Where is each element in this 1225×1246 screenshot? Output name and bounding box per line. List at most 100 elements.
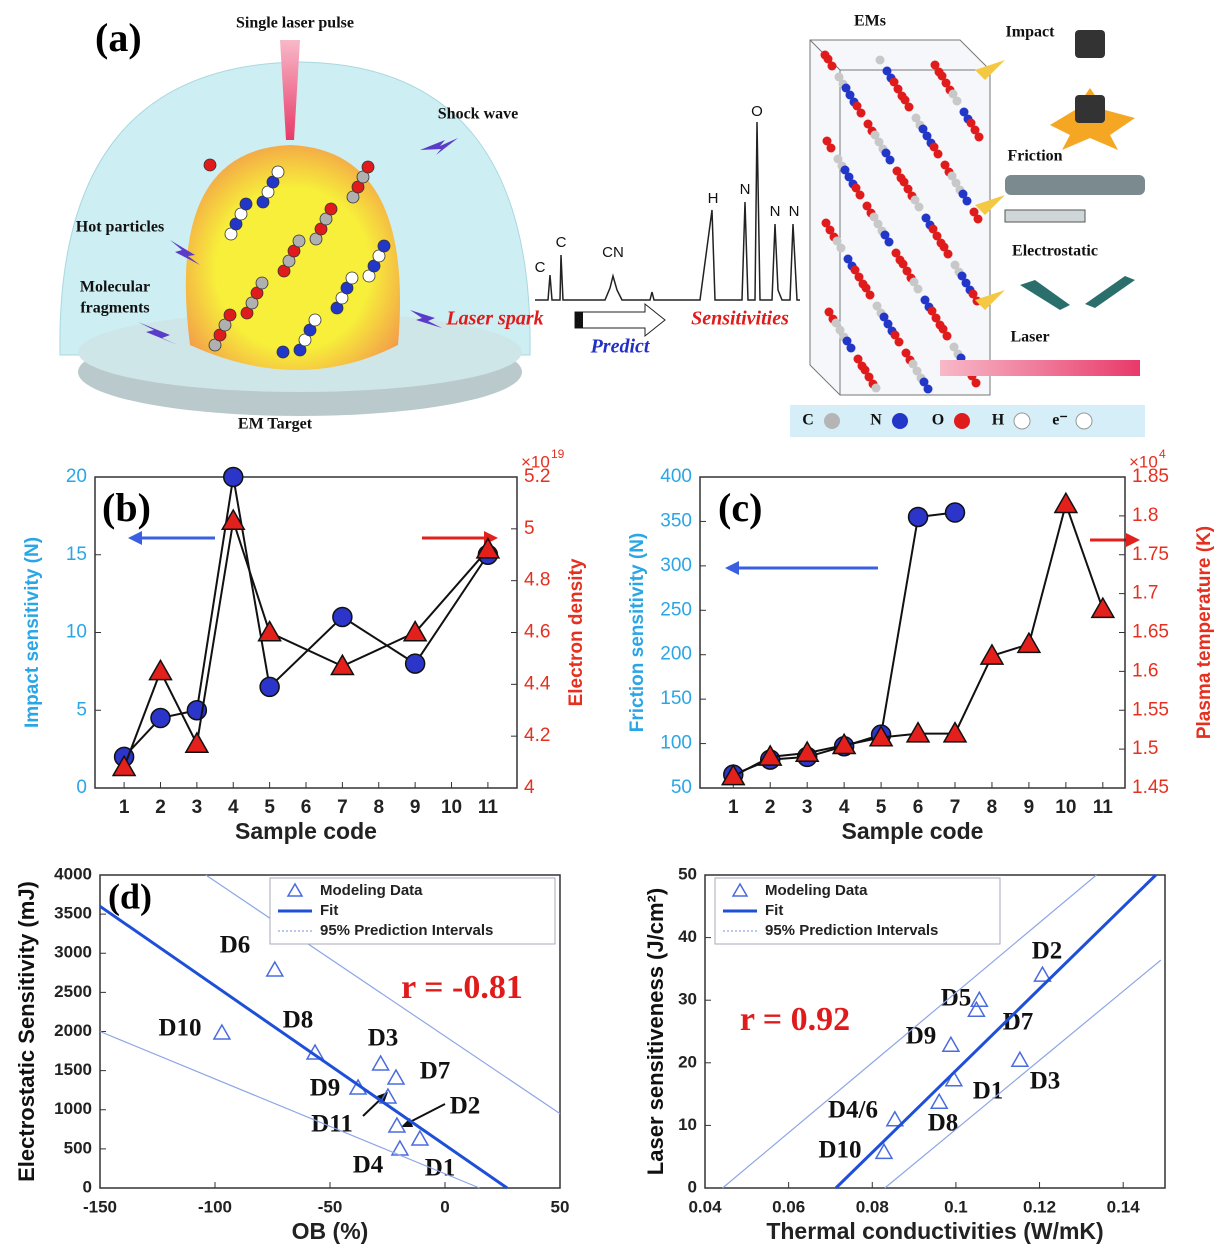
atom-legend-label: O <box>932 412 944 429</box>
atom-legend-label: H <box>992 412 1005 429</box>
y-tick-label: 150 <box>660 688 692 709</box>
x-tick-label: 11 <box>478 797 499 818</box>
particle <box>271 165 285 179</box>
legend-swatch <box>286 882 304 897</box>
marker <box>905 721 931 743</box>
marker <box>212 1023 232 1040</box>
point-label: D2 <box>450 1093 481 1120</box>
atom-legend-swatch <box>824 413 840 429</box>
atom <box>932 231 942 241</box>
marker <box>404 653 426 674</box>
particle <box>356 170 370 184</box>
y2-tick-label: 5.2 <box>524 466 550 487</box>
atom <box>974 132 984 142</box>
atom <box>880 230 890 240</box>
atom <box>854 272 864 282</box>
label: Single laser pulse <box>236 15 354 32</box>
y-axis-label: Impact sensitivity (N) <box>22 537 43 728</box>
atom <box>930 60 940 70</box>
particle <box>292 234 306 248</box>
x-tick-label: 0.08 <box>856 1197 889 1216</box>
x-axis-label: Thermal conductivities (W/mK) <box>766 1218 1103 1244</box>
x-tick-label: 2 <box>765 797 776 818</box>
atom <box>853 354 863 364</box>
legend-label: Modeling Data <box>765 882 868 899</box>
atom-legend-swatch <box>892 413 908 429</box>
atom-legend-label: C <box>802 412 814 429</box>
particle <box>293 343 307 357</box>
y-tick-label: 20 <box>66 466 87 487</box>
marker <box>868 724 894 747</box>
label: EMs <box>854 13 886 30</box>
x-tick-label: 1 <box>728 797 739 818</box>
atom <box>873 219 883 229</box>
x-tick-label: 3 <box>802 797 813 818</box>
y2-tick-label: 1.55 <box>1132 699 1169 720</box>
atom <box>941 78 951 88</box>
point-label: D1 <box>425 1155 456 1182</box>
panel-label: (a) <box>95 15 142 60</box>
particle <box>287 244 301 258</box>
laser-beam <box>280 40 300 140</box>
marker <box>387 1116 407 1133</box>
arrow-head <box>128 531 142 545</box>
atom <box>883 319 893 329</box>
atom <box>844 172 854 182</box>
chart: (d) -150 -100 -50 0 50 OB (%) 0 500 1000 1500 2000 2… <box>14 864 570 1244</box>
x-tick-label: 8 <box>987 797 998 818</box>
particle <box>351 180 365 194</box>
annotation: r = -0.81 <box>401 969 523 1006</box>
atom-legend-label: e⁻ <box>1052 412 1068 429</box>
label: Hot particles <box>76 219 164 236</box>
y-tick-label: 50 <box>671 777 692 798</box>
panel-label: (d) <box>108 876 152 916</box>
atom <box>909 277 919 287</box>
y-tick-label: 200 <box>660 644 692 665</box>
marker <box>111 754 137 777</box>
atom <box>822 136 832 146</box>
point-label: D3 <box>1030 1068 1061 1095</box>
particle <box>218 318 232 332</box>
y-tick-label: 50 <box>678 864 697 883</box>
peak-label: O <box>751 103 763 120</box>
annotation: r = 0.92 <box>740 1001 850 1038</box>
atom <box>833 154 843 164</box>
x-tick-label: 4 <box>228 797 239 818</box>
y2-tick-label: 1.65 <box>1132 622 1169 643</box>
atom <box>862 201 872 211</box>
y2-tick-label: 4.2 <box>524 725 550 746</box>
marker <box>410 1129 430 1146</box>
marker <box>757 744 783 766</box>
x-tick-label: 0.06 <box>772 1197 805 1216</box>
marker <box>386 1068 406 1085</box>
x-tick-label: -100 <box>198 1197 232 1216</box>
atom <box>890 330 900 340</box>
y-tick-label: 0 <box>76 777 87 798</box>
marker <box>979 643 1005 665</box>
y2-tick-label: 1.45 <box>1132 777 1169 798</box>
atom <box>845 90 855 100</box>
atom <box>841 83 851 93</box>
arrow-head <box>725 561 739 575</box>
y-tick-label: 30 <box>678 990 697 1009</box>
marker <box>941 1035 961 1053</box>
atom <box>908 359 918 369</box>
x-tick-label: 9 <box>410 797 421 818</box>
particle <box>208 338 222 352</box>
y2-tick-label: 1.5 <box>1132 738 1158 759</box>
particle <box>314 222 328 236</box>
point-label: D5 <box>941 985 972 1012</box>
x-tick-label: 0.14 <box>1107 1197 1141 1216</box>
atom <box>919 377 929 387</box>
peak-label: N <box>789 203 800 220</box>
y2-tick-label: 1.6 <box>1132 660 1158 681</box>
atom <box>834 72 844 82</box>
atom <box>864 372 874 382</box>
marker <box>944 1070 964 1087</box>
atom <box>872 301 882 311</box>
x-tick-label: 6 <box>301 797 312 818</box>
peak-label: H <box>708 190 719 207</box>
series-line <box>123 520 489 768</box>
